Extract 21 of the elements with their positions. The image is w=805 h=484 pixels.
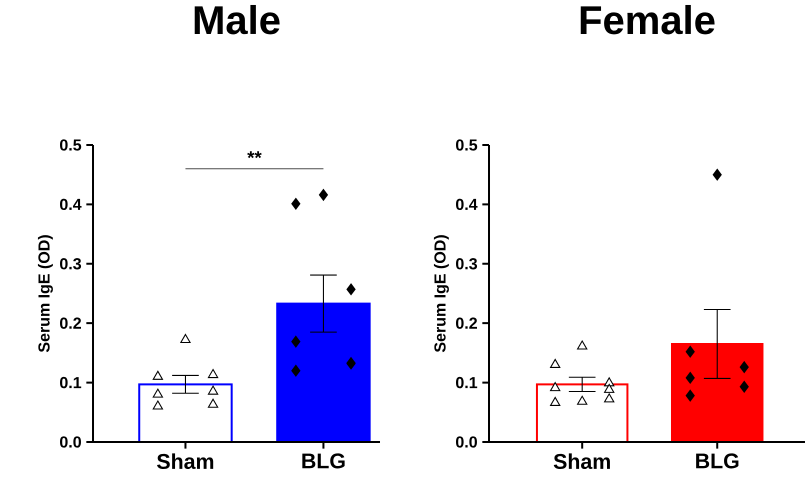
y-tick-label: 0.4 — [456, 198, 478, 210]
y-tick-label: 0.2 — [60, 318, 81, 329]
y-axis-title: Serum IgE (OD) — [434, 235, 449, 352]
y-tick-label: 0.0 — [60, 436, 81, 448]
chart-title: Male — [194, 4, 280, 34]
y-tick-label: 0.2 — [456, 318, 477, 329]
chart-title: Female — [580, 4, 715, 34]
x-tick-label: BLG — [302, 453, 345, 468]
y-tick-label: 0.3 — [456, 258, 478, 270]
y-tick-label: 0.0 — [456, 436, 477, 448]
x-tick-label: Sham — [554, 453, 610, 470]
y-tick-label: 0.3 — [60, 258, 82, 270]
annotation: ** — [247, 151, 262, 158]
y-axis-title: Serum IgE (OD) — [38, 235, 53, 352]
y-tick-label: 0.5 — [456, 139, 478, 151]
y-tick-label: 0.4 — [60, 198, 82, 210]
y-tick-label: 0.5 — [60, 139, 82, 151]
x-tick-label: BLG — [696, 453, 738, 468]
y-tick-label: 0.1 — [456, 376, 478, 388]
x-tick-label: Sham — [157, 453, 214, 470]
y-tick-label: 0.1 — [60, 376, 82, 388]
